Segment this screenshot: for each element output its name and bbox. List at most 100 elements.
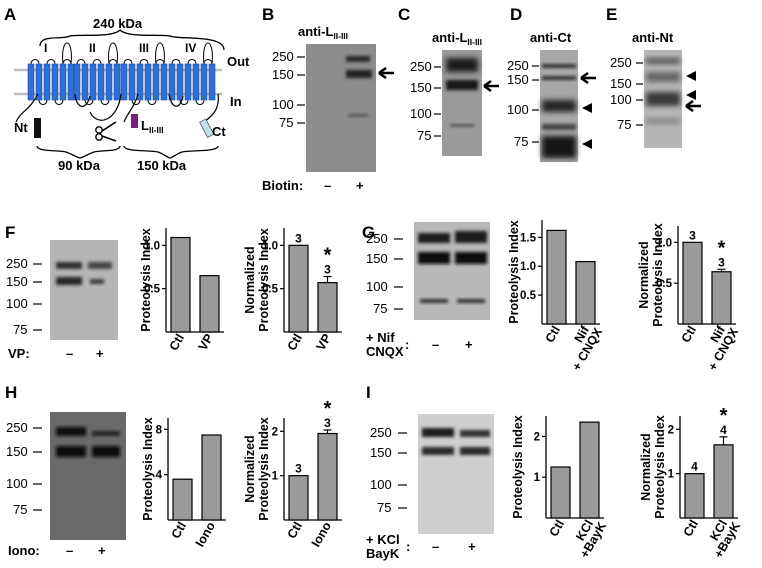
- vp-lane-plus: +: [96, 346, 104, 361]
- panel-b-blot: B anti-LII-III 250 150 100 75 Biotin: – …: [262, 5, 394, 193]
- panel-f-letter: F: [5, 223, 15, 242]
- i-norm-n-label-1: 4: [720, 423, 727, 437]
- i-norm-ylabel-line2: Proteolysis Index: [653, 415, 667, 519]
- bayk-row-label: BayK: [366, 546, 400, 561]
- f-pi-ylabel: Proteolysis Index: [139, 228, 153, 332]
- mw-e-100: 100: [610, 92, 632, 107]
- blot-e-band-160: [646, 72, 680, 82]
- blot-h-band-150-iono: [92, 446, 120, 457]
- arrow-d-150: [580, 71, 596, 85]
- f-pi-bar-0: [170, 236, 191, 333]
- scissors-icon: [95, 121, 117, 142]
- domain-ii-label: II: [89, 41, 96, 55]
- f-pi-bar-1: [199, 275, 220, 333]
- blot-e-band-250: [646, 58, 680, 64]
- i-lane-plus: +: [468, 539, 476, 554]
- nif-row-label: + Nif: [366, 330, 395, 345]
- blot-h-band-250-iono: [92, 431, 120, 436]
- helix-loop-d1-3: [46, 59, 56, 65]
- transmembrane-helices: [27, 42, 216, 105]
- linker-ii-iii-a: [89, 93, 122, 121]
- g-norm-n-label-1: 3: [718, 255, 725, 269]
- helix-loop-d2-2: [84, 99, 94, 105]
- arrowhead-e-middle: [686, 90, 696, 100]
- panel-d-blot: D anti-Ct 250 150 100 75: [507, 5, 596, 162]
- mw-i-250: 250: [370, 425, 392, 440]
- g-pi-ytick-label-1: 1.0: [520, 261, 536, 273]
- i-pi-ytick-label-1: 2: [534, 431, 540, 443]
- f-pi-ytick-label-0: 0.5: [144, 284, 161, 296]
- blot-g-band-250-ctl: [418, 233, 450, 243]
- mw-h-150: 150: [6, 444, 28, 459]
- blot-f-band-250-vp: [88, 262, 112, 269]
- h-norm-bar-1: [317, 432, 338, 521]
- blot-f-image: [50, 240, 118, 340]
- helix-d1-s6: [67, 63, 75, 101]
- helix-d4-s1: [168, 63, 176, 101]
- blot-f-band-150-ctl: [56, 277, 82, 285]
- helix-loop-d4-4: [195, 99, 205, 105]
- helix-d3-s4: [144, 63, 152, 101]
- panel-d-antibody: anti-Ct: [530, 30, 572, 45]
- helix-loop-d3-5: [155, 59, 165, 65]
- panel-g: G 250 150 100 75 + Nif CNQX : – + Proteo…: [362, 220, 741, 373]
- g-norm-significance-1: *: [718, 237, 726, 259]
- helix-d2-s6: [113, 63, 121, 101]
- helix-d1-s2: [35, 63, 43, 101]
- g-norm-ytick-label-1: 1.0: [656, 237, 672, 249]
- mw-b-100: 100: [272, 97, 294, 112]
- i-norm-ylabel-line1: Normalized: [639, 433, 653, 500]
- f-norm-significance-1: *: [324, 245, 332, 267]
- panel-f: F 250 150 100 75 VP: – + Proteolysis Ind…: [5, 223, 342, 361]
- panel-b-antibody: anti-LII-III: [298, 24, 348, 41]
- g-pi-ylabel: Proteolysis Index: [507, 220, 521, 324]
- blot-b-image: [306, 44, 376, 172]
- helix-d3-s2: [128, 63, 136, 101]
- chart-g-normalized-index: Normalized Proteolysis Index0.51.03Ctl3*N…: [637, 223, 741, 373]
- i-pi-category-0: Ctl: [547, 518, 567, 539]
- blot-h-band-250-ctl: [56, 427, 86, 436]
- blot-i-band-150-kcl: [460, 447, 490, 455]
- cnqx-row-label: CNQX: [366, 344, 404, 359]
- g-pi-category-0: Ctl: [543, 324, 563, 345]
- mw-b-250: 250: [272, 49, 294, 64]
- h-pi-category-1: Iono: [193, 519, 218, 549]
- h-norm-category-1: Iono: [309, 519, 334, 549]
- helix-d1-s5: [59, 63, 67, 101]
- panel-e-blot: E anti-Nt 250 150 100 75: [606, 5, 701, 148]
- helix-d4-s2: [176, 63, 184, 101]
- out-label: Out: [227, 54, 250, 69]
- linker-iii-iv: [168, 93, 184, 107]
- blot-f-band-250-ctl: [56, 262, 82, 269]
- chart-i-normalized-index: Normalized Proteolysis Index 124Ctl4*KCl+B…: [639, 405, 743, 561]
- blot-g-band-250-nif: [455, 231, 487, 243]
- g-lane-plus: +: [465, 337, 473, 352]
- f-norm-category-1: VP: [314, 332, 334, 353]
- helix-loop-d3-2: [131, 99, 141, 105]
- i-norm-bar-0: [684, 473, 705, 519]
- panel-a-letter: A: [4, 5, 16, 24]
- domain-iii-label: III: [139, 41, 149, 55]
- mw-h-250: 250: [6, 420, 28, 435]
- f-norm-ylabel-line1: Normalized: [243, 246, 257, 313]
- mw-f-150: 150: [6, 274, 28, 289]
- arrow-c-150: [483, 79, 499, 93]
- i-pi-bar-0: [550, 466, 571, 519]
- mw-g-150: 150: [366, 251, 388, 266]
- blot-i-band-150-ctl: [422, 447, 454, 455]
- f-norm-n-label-1: 3: [324, 263, 331, 277]
- helix-d1-s3: [43, 63, 51, 101]
- mw-f-100: 100: [6, 296, 28, 311]
- panel-h: H 250 150 100 75 Iono: – + Proteolysis I…: [5, 383, 342, 558]
- f-norm-bar-0: [288, 244, 309, 333]
- mw-d-75: 75: [514, 134, 528, 149]
- h-pi-ytick-label-0: 4: [156, 470, 163, 482]
- mw-g-100: 100: [366, 279, 388, 294]
- g-pi-bar-1: [575, 261, 596, 325]
- h-norm-bar-0: [288, 475, 309, 521]
- arrowhead-d-75: [582, 139, 592, 149]
- i-norm-significance-1: *: [720, 405, 728, 427]
- pore-loop-d3: [155, 42, 165, 65]
